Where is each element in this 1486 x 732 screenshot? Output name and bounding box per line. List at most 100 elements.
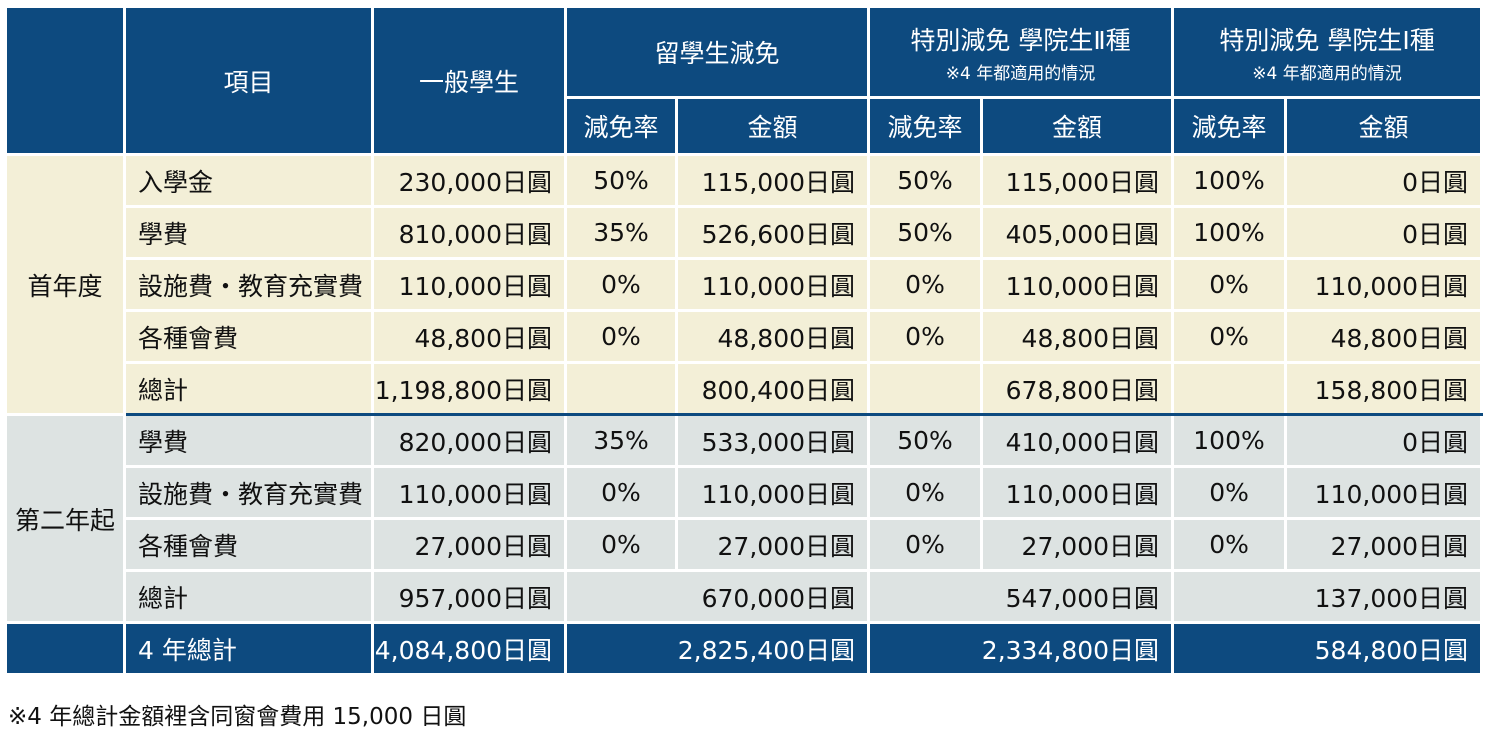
row-rate: 0% <box>1171 257 1288 312</box>
table-row: 設施費・教育充實費 110,000日圓 0% 110,000日圓 0% 110,… <box>5 257 1484 312</box>
row-amount: 48,800日圓 <box>674 309 871 364</box>
row-rate: 50% <box>867 153 984 208</box>
row-item: 各種會費 <box>123 517 374 572</box>
row-rate: 50% <box>867 205 984 260</box>
subtotal-row: 總計 1,198,800日圓 800,400日圓 678,800日圓 158,8… <box>5 361 1484 416</box>
table-row: 第二年起 學費 820,000日圓 35% 533,000日圓 50% 410,… <box>4 413 1484 624</box>
row-general: 110,000日圓 <box>371 257 567 312</box>
row-amount: 110,000日圓 <box>1284 257 1484 312</box>
row-amount: 110,000日圓 <box>674 257 871 312</box>
table-row: 設施費・教育充實費 110,000日圓 0% 110,000日圓 0% 110,… <box>5 465 1484 520</box>
table-row: 學費 810,000日圓 35% 526,600日圓 50% 405,000日圓… <box>5 205 1484 260</box>
row-rate: 0% <box>564 257 678 312</box>
row-amount: 405,000日圓 <box>980 205 1175 260</box>
row-general: 48,800日圓 <box>371 309 567 364</box>
row-amount: 115,000日圓 <box>674 153 871 208</box>
row-amount: 0日圓 <box>1284 413 1484 468</box>
header-special1-title: 特別減免 學院生Ⅰ種 <box>1219 25 1435 55</box>
row-item: 學費 <box>123 205 374 260</box>
subtotal-amount: 547,000日圓 <box>867 569 1175 624</box>
row-amount: 526,600日圓 <box>674 205 871 260</box>
subtotal-general: 957,000日圓 <box>371 569 567 624</box>
row-item: 設施費・教育充實費 <box>123 257 374 312</box>
header-rate: 減免率 <box>1171 96 1288 156</box>
header-special2-title: 特別減免 學院生Ⅱ種 <box>910 25 1131 55</box>
subtotal-row: 總計 957,000日圓 670,000日圓 547,000日圓 137,000… <box>5 569 1484 624</box>
empty-cell <box>1171 361 1288 416</box>
row-amount: 48,800日圓 <box>1284 309 1484 364</box>
empty-cell <box>867 361 984 416</box>
header-amount: 金額 <box>674 96 871 156</box>
row-rate: 0% <box>564 465 678 520</box>
row-rate: 100% <box>1171 413 1288 468</box>
row-rate: 35% <box>564 413 678 468</box>
row-amount: 410,000日圓 <box>980 413 1175 468</box>
row-item: 各種會費 <box>123 309 374 364</box>
empty-cell <box>564 361 678 416</box>
subtotal-amount: 678,800日圓 <box>980 361 1175 416</box>
row-rate: 0% <box>867 517 984 572</box>
row-general: 110,000日圓 <box>371 465 567 520</box>
row-general: 27,000日圓 <box>371 517 567 572</box>
year2-label: 第二年起 <box>4 413 126 624</box>
grand-total-amount: 2,825,400日圓 <box>563 621 871 676</box>
row-amount: 110,000日圓 <box>674 465 871 520</box>
row-rate: 50% <box>867 413 984 468</box>
row-rate: 0% <box>867 257 984 312</box>
grand-total-label: 4 年總計 <box>123 621 374 676</box>
header-special1-note: ※4 年都適用的情況 <box>1252 63 1402 84</box>
header-item: 項目 <box>123 5 374 156</box>
grand-total-amount: 2,334,800日圓 <box>867 621 1175 676</box>
row-rate: 50% <box>564 153 678 208</box>
row-amount: 110,000日圓 <box>980 465 1175 520</box>
row-general: 810,000日圓 <box>371 205 567 260</box>
row-amount: 48,800日圓 <box>980 309 1175 364</box>
header-amount: 金額 <box>980 96 1175 156</box>
row-rate: 35% <box>564 205 678 260</box>
table-row: 各種會費 27,000日圓 0% 27,000日圓 0% 27,000日圓 0%… <box>5 517 1484 572</box>
grand-total-general: 4,084,800日圓 <box>371 621 567 676</box>
row-rate: 0% <box>1171 309 1288 364</box>
corner-cell <box>4 5 126 156</box>
row-rate: 0% <box>564 517 678 572</box>
row-amount: 110,000日圓 <box>1284 465 1484 520</box>
row-amount: 27,000日圓 <box>674 517 871 572</box>
subtotal-amount: 158,800日圓 <box>1284 361 1484 416</box>
header-special2: 特別減免 學院生Ⅱ種 ※4 年都適用的情況 <box>867 5 1175 99</box>
row-rate: 0% <box>564 309 678 364</box>
subtotal-label: 總計 <box>123 569 374 624</box>
header-amount: 金額 <box>1284 96 1484 156</box>
row-general: 820,000日圓 <box>371 413 567 468</box>
row-amount: 27,000日圓 <box>1284 517 1484 572</box>
header-rate: 減免率 <box>564 96 678 156</box>
subtotal-label: 總計 <box>123 361 374 416</box>
row-item: 入學金 <box>123 153 374 208</box>
row-rate: 0% <box>1171 465 1288 520</box>
footnote: ※4 年總計金額裡含同窗會費用 15,000 日圓 <box>8 704 467 730</box>
header-special1: 特別減免 學院生Ⅰ種 ※4 年都適用的情況 <box>1171 5 1484 99</box>
row-item: 設施費・教育充實費 <box>123 465 374 520</box>
row-amount: 115,000日圓 <box>980 153 1175 208</box>
row-amount: 110,000日圓 <box>980 257 1175 312</box>
subtotal-general: 1,198,800日圓 <box>371 361 567 416</box>
subtotal-amount: 670,000日圓 <box>563 569 871 624</box>
table-row: 各種會費 48,800日圓 0% 48,800日圓 0% 48,800日圓 0%… <box>5 309 1484 364</box>
row-rate: 0% <box>1171 517 1288 572</box>
row-amount: 533,000日圓 <box>674 413 871 468</box>
header-intl: 留學生減免 <box>563 5 871 99</box>
subtotal-amount: 137,000日圓 <box>1171 569 1484 624</box>
row-rate: 0% <box>867 465 984 520</box>
row-rate: 100% <box>1171 153 1288 208</box>
row-general: 230,000日圓 <box>371 153 567 208</box>
row-rate: 0% <box>867 309 984 364</box>
row-rate: 100% <box>1171 205 1288 260</box>
row-amount: 0日圓 <box>1284 153 1484 208</box>
table-row: 首年度 入學金 230,000日圓 50% 115,000日圓 50% 115,… <box>4 153 1484 416</box>
header-general: 一般學生 <box>371 5 567 156</box>
grand-total-amount: 584,800日圓 <box>1171 621 1484 676</box>
fee-table: 項目 一般學生 留學生減免 特別減免 學院生Ⅱ種 ※4 年都適用的情況 特別減免… <box>4 5 1484 676</box>
grand-total-row: 4 年總計 4,084,800日圓 2,825,400日圓 2,334,800日… <box>4 621 1484 676</box>
row-amount: 0日圓 <box>1284 205 1484 260</box>
year1-label: 首年度 <box>4 153 126 416</box>
row-item: 學費 <box>123 413 374 468</box>
